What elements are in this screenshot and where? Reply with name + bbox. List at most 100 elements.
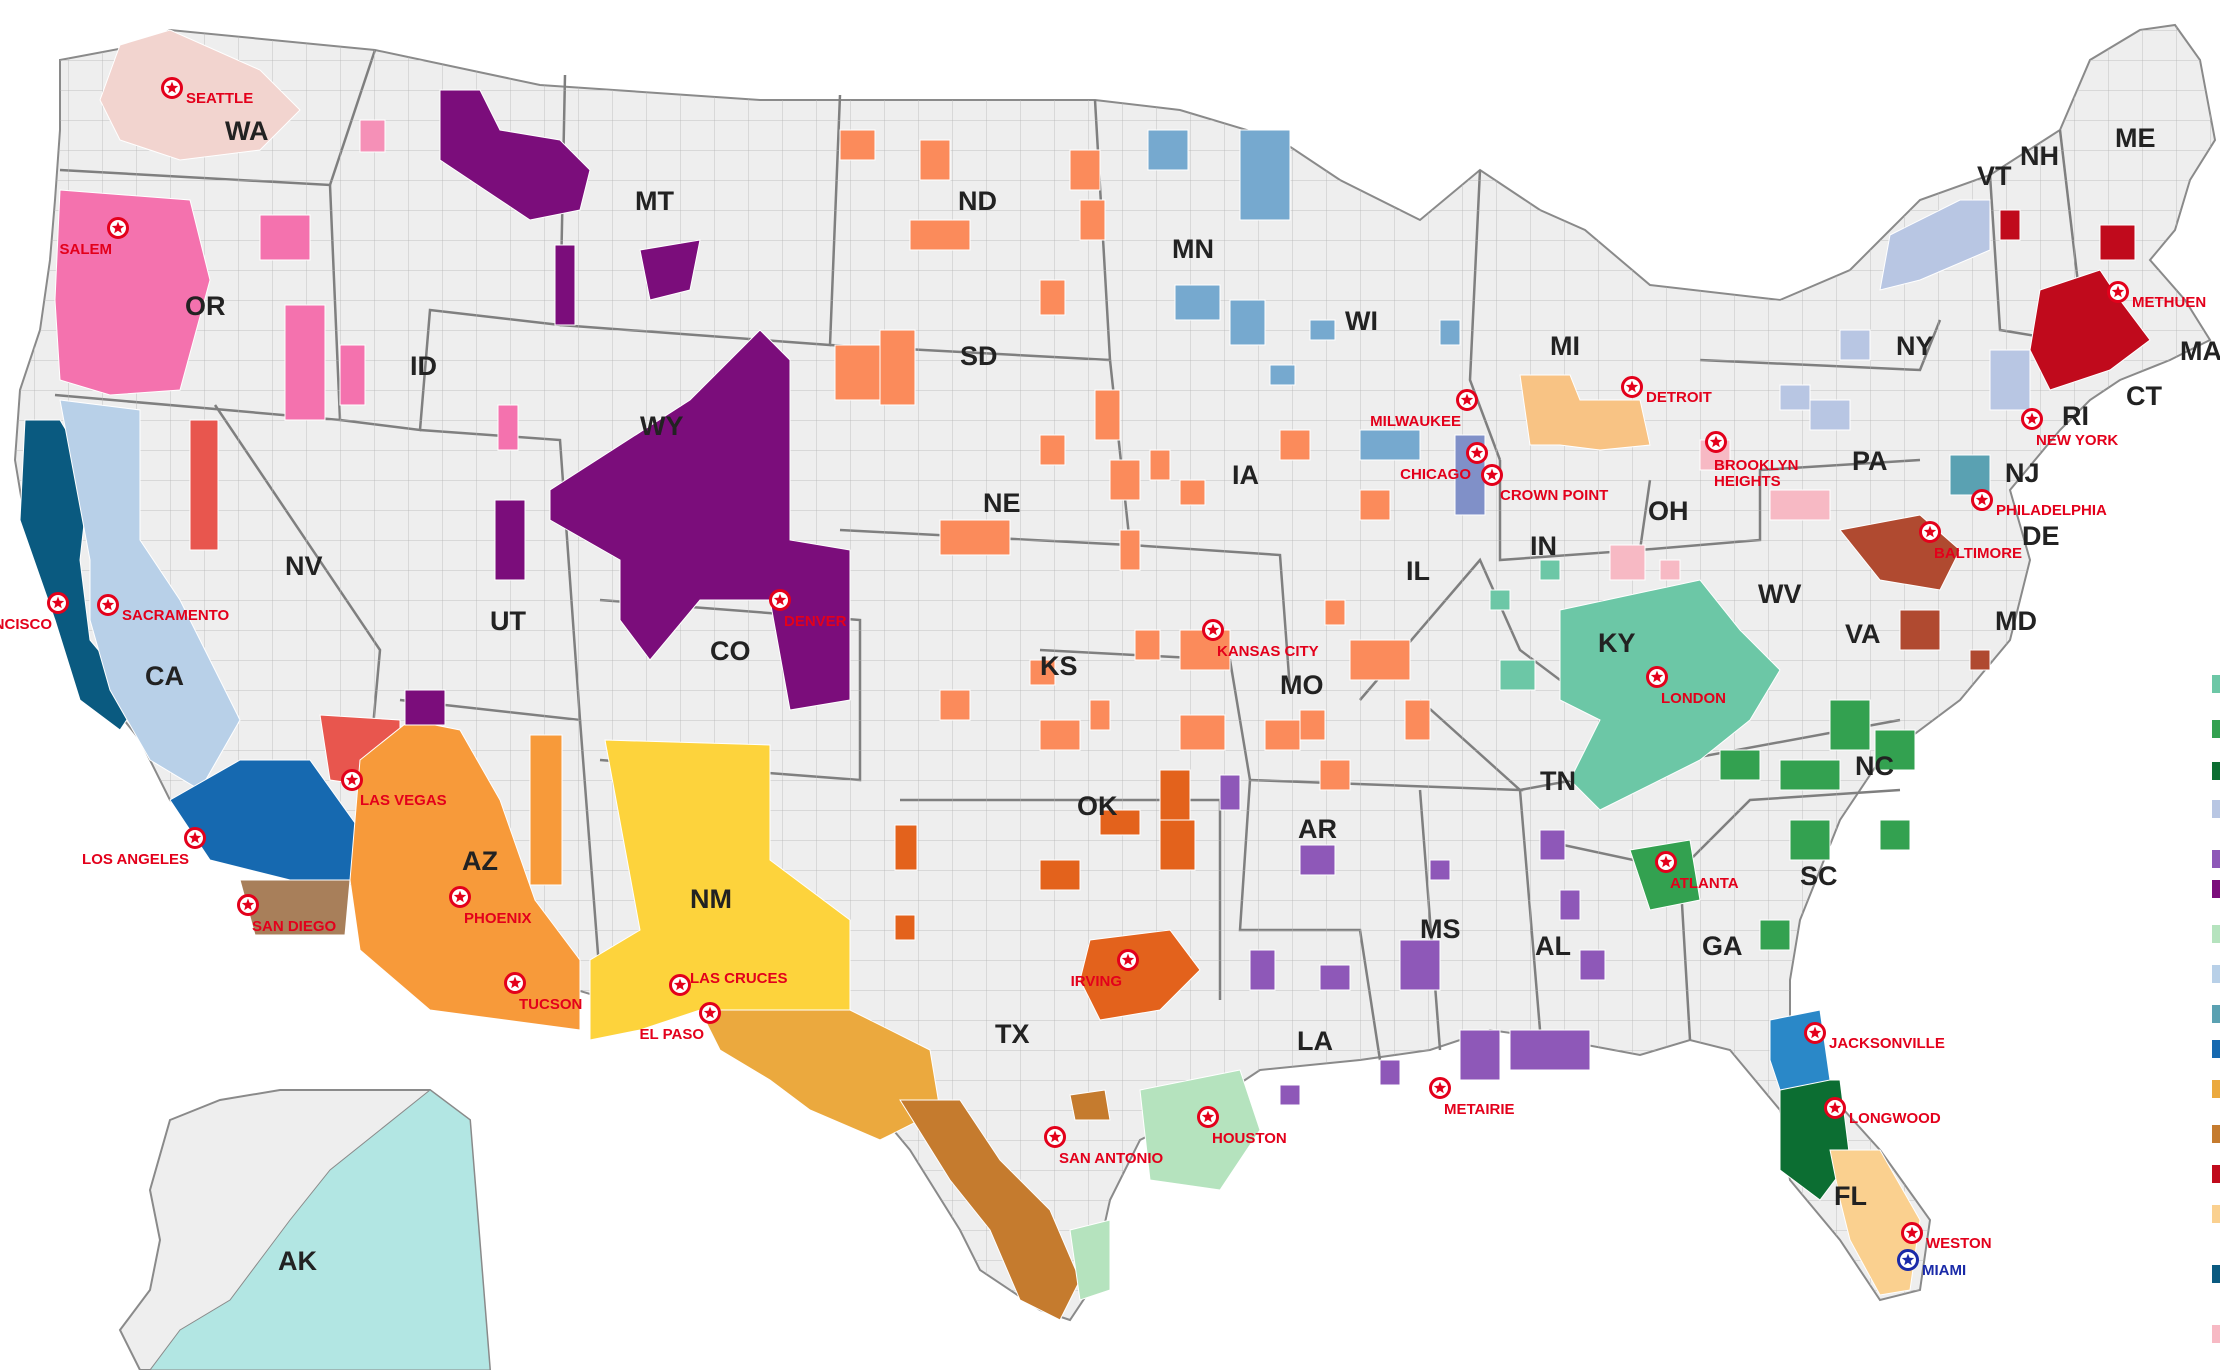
state-label-mo: MO <box>1280 670 1324 700</box>
state-label-wv: WV <box>1758 579 1802 609</box>
state-label-wa: WA <box>225 116 269 146</box>
star-icon <box>111 221 125 234</box>
star-icon <box>1828 1101 1842 1114</box>
city-pin-crown-point[interactable]: CROWN POINT <box>1481 464 1609 505</box>
city-label: ATLANTA <box>1670 875 1739 892</box>
state-label-mi: MI <box>1550 331 1580 361</box>
city-pin-los-angeles[interactable]: LOS ANGELES <box>82 827 206 869</box>
region-il-teal <box>1489 589 1511 611</box>
city-pin-salem[interactable]: SALEM <box>60 217 129 259</box>
star-icon <box>1905 1226 1919 1239</box>
city-pin-longwood[interactable]: LONGWOOD <box>1824 1097 1941 1128</box>
state-label-ut: UT <box>490 606 526 636</box>
state-label-nd: ND <box>958 186 997 216</box>
region-mt2 <box>639 239 701 301</box>
city-label: HOUSTON <box>1212 1130 1287 1147</box>
city-pin-las-cruces[interactable]: LAS CRUCES <box>669 970 788 996</box>
star-icon <box>51 596 65 609</box>
city-pin-weston[interactable]: WESTON <box>1901 1222 1992 1253</box>
state-label-ri: RI <box>2062 401 2089 431</box>
city-pin-london[interactable]: LONDON <box>1646 666 1727 708</box>
city-label: BALTIMORE <box>1934 545 2022 562</box>
star-icon <box>345 773 359 786</box>
city-pin-brooklyn-heights[interactable]: BROOKLYN HEIGHTS <box>1705 431 1799 491</box>
city-pin-tucson[interactable]: TUCSON <box>504 972 583 1014</box>
state-label-ky: KY <box>1598 628 1636 658</box>
region-ok4 <box>1039 859 1081 891</box>
star-icon <box>2025 412 2039 425</box>
star-icon <box>1433 1081 1447 1094</box>
city-pin-miami[interactable]: MIAMI <box>1897 1249 1967 1280</box>
region-az-east <box>529 734 563 886</box>
city-pin-sacramento[interactable]: SACRAMENTO <box>97 594 230 625</box>
star-icon <box>101 598 115 611</box>
region-san-antonio <box>899 1099 1081 1321</box>
star-icon <box>1808 1026 1822 1039</box>
city-pin-jacksonville[interactable]: JACKSONVILLE <box>1804 1022 1945 1053</box>
city-pin-kansas-city[interactable]: KANSAS CITY <box>1202 619 1319 661</box>
city-pin-san-antonio[interactable]: SAN ANTONIO <box>1044 1126 1164 1168</box>
star-icon <box>1975 493 1989 506</box>
region-mn-blue <box>1147 129 1461 461</box>
city-label: PHILADELPHIA <box>1996 502 2107 519</box>
city-pin-el-paso[interactable]: EL PASO <box>640 1002 721 1044</box>
region-tx-pan2 <box>894 914 916 941</box>
region-or-ne <box>259 214 311 261</box>
city-label: NCISCO <box>0 616 52 633</box>
legend-strip <box>2212 675 2220 1343</box>
city-pin-baltimore[interactable]: BALTIMORE <box>1919 521 2023 563</box>
city-pin-metairie[interactable]: METAIRIE <box>1429 1077 1515 1119</box>
city-pin-philadelphia[interactable]: PHILADELPHIA <box>1971 489 2108 520</box>
state-label-ms: MS <box>1420 914 1461 944</box>
state-label-va: VA <box>1845 619 1881 649</box>
city-pin-san-diego[interactable]: SAN DIEGO <box>237 894 337 936</box>
star-icon <box>1650 670 1664 683</box>
city-label: BROOKLYN HEIGHTS <box>1714 457 1798 490</box>
state-label-mt: MT <box>635 186 674 216</box>
region-or-mid <box>339 344 366 406</box>
city-label: EL PASO <box>640 1026 705 1043</box>
state-label-ak: AK <box>278 1246 317 1276</box>
state-labels: WA OR CA NV ID MT WY UT CO AZ NM ND SD N… <box>145 116 2220 1276</box>
city-pin-seattle[interactable]: SEATTLE <box>161 77 254 108</box>
region-philadelphia <box>1949 454 1991 496</box>
star-icon <box>703 1006 717 1019</box>
state-label-ga: GA <box>1702 931 1743 961</box>
city-pin-methuen[interactable]: METHUEN <box>2107 281 2207 312</box>
city-label: NEW YORK <box>2036 432 2118 449</box>
city-label: LONDON <box>1661 690 1726 707</box>
city-pin-ncisco[interactable]: NCISCO <box>0 592 69 634</box>
city-pin-irving[interactable]: IRVING <box>1071 949 1139 991</box>
region-mt <box>439 89 591 221</box>
city-pins: SEATTLE SALEM SACRAMENTO NCISCO LOS ANGELES S… <box>0 77 2207 1280</box>
region-gulf-purple <box>1219 774 1606 1106</box>
state-label-ne: NE <box>983 488 1021 518</box>
region-mt-stripe <box>554 244 576 326</box>
city-pin-denver[interactable]: DENVER <box>769 589 847 631</box>
city-pin-phoenix[interactable]: PHOENIX <box>449 886 532 928</box>
state-label-nj: NJ <box>2005 458 2040 488</box>
region-houston <box>1139 1069 1261 1191</box>
region-az <box>349 719 581 1031</box>
region-jacksonville <box>1769 1009 1831 1091</box>
region-detroit <box>1519 374 1651 451</box>
region-sa-small <box>1069 1089 1111 1121</box>
city-pin-chicago[interactable]: CHICAGO <box>1400 442 1488 484</box>
star-icon <box>1460 393 1474 406</box>
city-pin-new-york[interactable]: NEW YORK <box>2021 408 2119 450</box>
state-label-il: IL <box>1406 556 1430 586</box>
state-label-nh: NH <box>2020 141 2059 171</box>
city-label: CHICAGO <box>1400 466 1471 483</box>
city-pin-detroit[interactable]: DETROIT <box>1621 376 1712 407</box>
city-pin-atlanta[interactable]: ATLANTA <box>1655 851 1739 893</box>
star-icon <box>1923 525 1937 538</box>
city-pin-houston[interactable]: HOUSTON <box>1197 1106 1287 1148</box>
star-icon <box>1048 1130 1062 1143</box>
city-pin-las-vegas[interactable]: LAS VEGAS <box>341 769 447 810</box>
region-salem <box>54 189 211 396</box>
city-pin-milwaukee[interactable]: MILWAUKEE <box>1370 389 1478 431</box>
state-label-az: AZ <box>462 846 498 876</box>
star-icon <box>241 898 255 911</box>
region-nc-green <box>1719 699 1916 951</box>
region-atlanta <box>1629 839 1701 911</box>
